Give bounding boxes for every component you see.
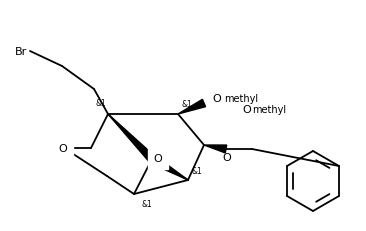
Text: &1: &1 [182,100,193,109]
Text: O: O [59,143,67,153]
Polygon shape [150,155,188,180]
Text: methyl: methyl [224,94,258,103]
Text: O: O [154,153,163,163]
Text: &1: &1 [142,200,153,209]
Text: O: O [212,94,221,103]
Text: &1: &1 [95,98,106,107]
Text: O: O [223,152,231,162]
Text: &1: &1 [192,167,203,176]
Text: methyl: methyl [252,105,286,115]
Polygon shape [178,100,206,115]
Text: Br: Br [15,47,27,57]
Polygon shape [204,145,227,153]
Polygon shape [108,115,155,162]
Text: O: O [242,105,251,115]
